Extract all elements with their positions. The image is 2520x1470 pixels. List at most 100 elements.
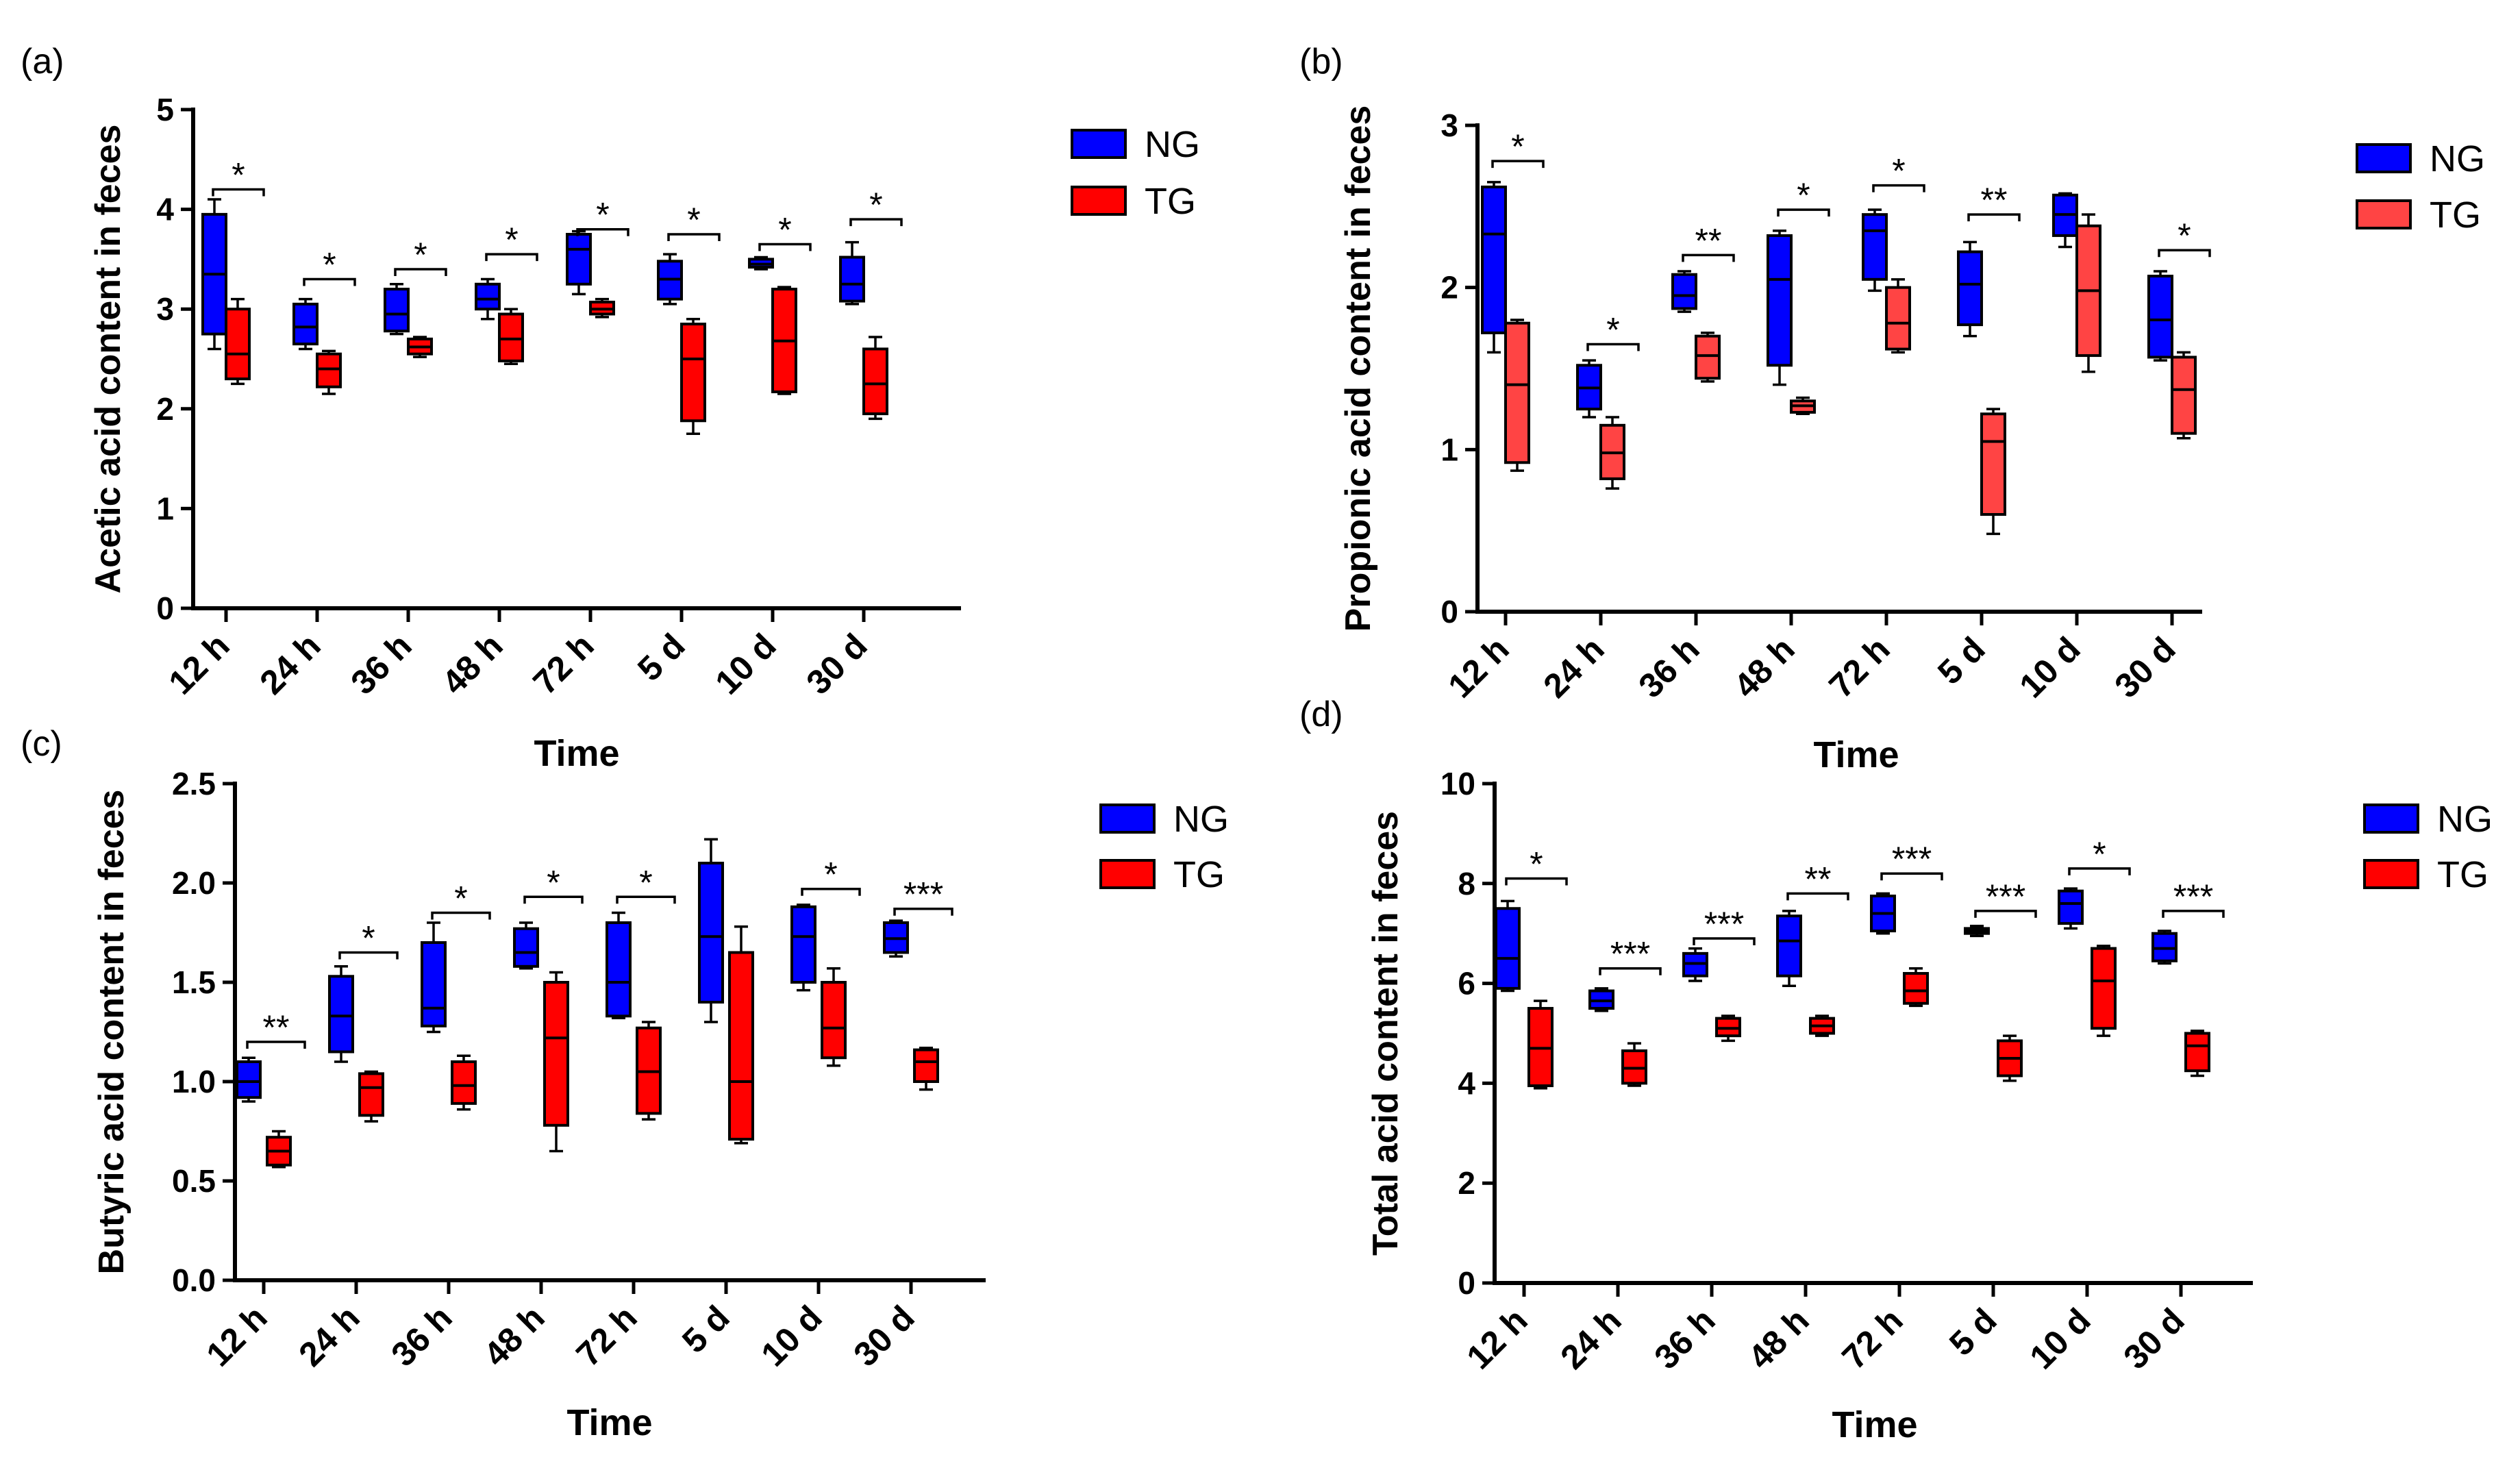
box-tg	[2184, 1030, 2210, 1077]
x-tick-label: 10 d	[2012, 630, 2087, 705]
panel-label: (a)	[21, 42, 64, 82]
box-iqr	[421, 941, 447, 1027]
box-iqr	[292, 302, 319, 346]
legend-swatch-ng	[2363, 803, 2419, 834]
box-tg	[266, 1130, 292, 1169]
x-tick-label: 24 h	[1536, 630, 1611, 705]
y-tick-label: 2	[1440, 270, 1458, 306]
box-tg	[1599, 416, 1625, 490]
box-ng	[1495, 899, 1521, 993]
box-ng	[384, 283, 410, 336]
box-tg	[358, 1070, 384, 1123]
x-tick-label: 24 h	[1553, 1301, 1628, 1376]
y-tick-label: 1	[1440, 432, 1458, 467]
box-ng	[328, 965, 354, 1063]
significance-bracket	[1974, 910, 2037, 918]
box-tg	[589, 297, 615, 319]
box-ng	[513, 921, 539, 970]
x-tick-label: 24 h	[291, 1298, 366, 1373]
x-tick-label: 12 h	[199, 1298, 274, 1373]
box-iqr	[358, 1072, 384, 1117]
significance-bracket	[1967, 213, 2021, 222]
significance-bracket	[394, 268, 447, 276]
box-ng	[1870, 892, 1896, 935]
box-tg	[498, 308, 524, 366]
significance-bracket	[338, 951, 399, 960]
box-tg	[728, 925, 754, 1145]
y-tick-label: 8	[1458, 866, 1475, 901]
x-tick-label: 72 h	[1821, 630, 1897, 705]
significance-label: **	[1695, 221, 1722, 260]
significance-label: *	[362, 919, 375, 958]
x-tick-label: 30 d	[2107, 630, 2182, 705]
box-iqr	[606, 921, 632, 1018]
panel-2: (b) 0 1 2 3 12 h 24 h 36 h 48 h 72 h 5 d 10 d 30 d Ti…	[1299, 42, 2485, 775]
significance-bracket	[849, 218, 903, 227]
significance-label: *	[1606, 311, 1619, 349]
box-tg	[2091, 945, 2117, 1037]
legend-swatch-tg	[1071, 186, 1127, 216]
x-tick-label: 30 d	[799, 626, 874, 701]
box-iqr	[821, 981, 847, 1060]
y-tick-label: 0	[156, 590, 174, 626]
box-tg	[821, 967, 847, 1067]
y-tick-label: 5	[156, 92, 174, 127]
x-tick-label: 24 h	[252, 626, 327, 701]
box-iqr	[543, 981, 569, 1127]
panel-label: (d)	[1299, 695, 1343, 734]
x-tick-label: 36 h	[343, 626, 419, 701]
x-tick-label: 10 d	[708, 626, 783, 701]
x-tick-label: 30 d	[2116, 1301, 2191, 1376]
box-tg	[316, 349, 342, 395]
box-iqr	[2184, 1032, 2210, 1073]
box-ng	[201, 198, 227, 351]
box-ng	[236, 1056, 262, 1103]
box-iqr	[1885, 286, 1911, 351]
legend-label-tg: TG	[2437, 854, 2488, 895]
box-iqr	[2091, 947, 2117, 1030]
box-iqr	[451, 1060, 477, 1105]
box-iqr	[1767, 234, 1793, 367]
legend-label-ng: NG	[1145, 124, 1200, 165]
y-tick-label: 4	[156, 192, 174, 227]
legend-swatch-ng	[1071, 129, 1127, 159]
x-axis-title: Time	[566, 1402, 652, 1443]
legend-swatch-tg	[1099, 859, 1156, 889]
box-ng	[475, 277, 501, 321]
box-iqr	[1695, 334, 1721, 380]
y-tick-label: 2	[1458, 1165, 1475, 1201]
y-tick-label: 1	[156, 490, 174, 526]
box-iqr	[513, 927, 539, 968]
y-tick-label: 0.0	[172, 1262, 216, 1298]
x-tick-label: 5 d	[1942, 1301, 2004, 1363]
x-tick-label: 36 h	[384, 1298, 459, 1373]
y-tick-label: 1.0	[172, 1064, 216, 1099]
legend-swatch-ng	[1099, 803, 1156, 834]
box-iqr	[728, 951, 754, 1141]
significance-bracket	[576, 227, 629, 236]
box-tg	[1809, 1014, 1835, 1037]
panel-4: (d) 0 2 4 6 8 10 12 h 24 h 36 h 48 h 72 h 5 d 10 d 30 …	[1299, 695, 2493, 1445]
box-iqr	[1481, 185, 1507, 334]
box-iqr	[2058, 889, 2084, 925]
legend-swatch-tg	[2356, 199, 2412, 229]
box-tg	[1715, 1014, 1741, 1043]
significance-label: *	[547, 863, 560, 901]
significance-label: *	[2093, 835, 2106, 873]
box-ng	[1682, 947, 1708, 982]
significance-bracket	[893, 907, 953, 916]
box-ng	[698, 838, 724, 1023]
y-tick-label: 0.5	[172, 1163, 216, 1199]
y-tick-label: 0	[1440, 594, 1458, 630]
x-tick-label: 72 h	[1834, 1301, 1910, 1376]
box-iqr	[1980, 412, 2006, 516]
box-ng	[657, 253, 683, 306]
significance-label: **	[263, 1008, 290, 1047]
y-tick-label: 6	[1458, 966, 1475, 1001]
significance-bracket	[431, 911, 491, 920]
significance-label: **	[1981, 181, 2008, 219]
box-ng	[2151, 930, 2178, 965]
y-tick-label: 3	[156, 291, 174, 327]
y-tick-label: 2.5	[172, 766, 216, 801]
